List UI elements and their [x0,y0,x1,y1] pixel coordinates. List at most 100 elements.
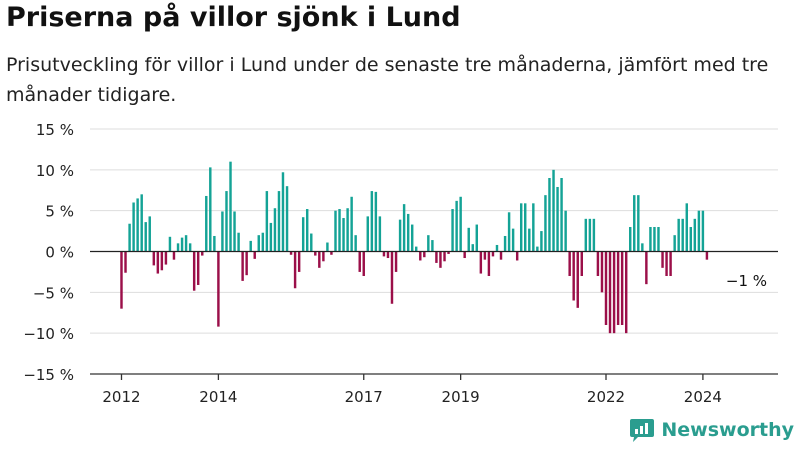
bar-positive [685,203,688,252]
x-tick-label: 2012 [102,388,140,406]
bar-negative [576,251,579,308]
bar-positive [188,243,192,252]
chart-title: Priserna på villor sjönk i Lund [6,2,461,33]
bar-positive [402,204,406,252]
bar-negative [600,251,604,293]
bar-negative [362,251,365,276]
bar-negative [515,251,519,261]
bar-positive [455,200,458,252]
bar-positive [310,233,313,252]
labels: 15 % 10 % 5 % 0 % −5 % −10 % −15 % 2012 2014 2017… [23,121,767,406]
bar-negative [499,251,503,260]
bar-positive [649,227,652,252]
bar-negative [297,251,301,272]
bar-positive [265,191,269,252]
bar-positive [213,235,216,252]
bar-positive [459,196,462,252]
bar-positive [657,227,660,252]
bar-positive [641,243,644,252]
latest-value-annotation: −1 % [726,272,767,290]
bar-negative [439,251,442,268]
bar-negative [608,251,612,334]
bar-positive [132,202,135,252]
bar-positive [681,218,684,252]
bar-positive [431,240,434,252]
bar-positive [229,161,232,252]
bar-positive [148,216,151,252]
bar-positive [451,209,454,252]
bar-positive [257,235,260,252]
bar-positive [471,244,474,252]
x-tick-label: 2024 [684,388,722,406]
y-tick-label: 0 % [45,244,74,262]
bar-positive [237,232,240,252]
bar-negative [669,251,672,276]
bar-positive [633,195,636,252]
axes [90,250,778,380]
bar-positive [334,210,337,252]
bar-negative [330,251,333,255]
bar-positive [475,224,478,252]
bar-negative [318,251,321,268]
bar-negative [394,251,398,272]
bar-negative [201,251,204,256]
bar-positive [338,209,341,252]
bar-negative [483,251,487,260]
bar-positive [507,212,511,252]
bar-positive [548,178,551,252]
bar-positive [301,217,305,252]
bar-negative [160,251,164,271]
bar-positive [144,222,147,252]
bar-positive [564,210,567,252]
newsworthy-logo: Newsworthy [629,416,794,444]
bar-negative [172,251,176,260]
y-tick-label: 5 % [45,203,74,221]
bar-negative [665,251,668,276]
bar-positive [180,237,184,252]
chart-subtitle: Prisutveckling för villor i Lund under d… [6,54,769,106]
bar-negative [604,251,608,325]
bar-positive [544,195,547,252]
bar-positive [249,240,252,252]
bar-positive [374,191,378,252]
bar-positive [285,186,289,252]
bar-positive [701,210,705,252]
bar-negative [322,251,325,262]
bar-negative [443,251,446,262]
bar-negative [661,251,664,268]
bar-positive [184,235,188,252]
bar-positive [532,203,535,252]
bar-positive [350,196,353,252]
bar-positive [342,218,345,252]
bar-positive [528,228,531,252]
bar-positive [503,235,507,252]
bar-positive [410,224,414,252]
bar-positive [467,227,470,252]
bar-positive [552,169,555,252]
bar-negative [419,251,422,261]
bar-negative [196,251,200,285]
bar-negative [447,251,450,254]
bar-positive [653,227,656,252]
bar-negative [217,251,220,327]
bar-positive [136,198,139,252]
bar-negative [616,251,620,325]
bar-negative [386,251,390,259]
x-tick-label: 2022 [587,388,625,406]
bar-positive [205,195,208,252]
bar-positive [261,232,265,252]
bar-positive [221,211,224,252]
bar-positive [673,235,676,252]
bar-positive [519,203,523,252]
bar-positive [168,236,172,252]
bar-positive [209,167,212,252]
bar-positive [269,222,273,252]
bar-positive [511,228,515,252]
bars [120,161,709,334]
bar-positive [584,218,588,252]
bar-positive [140,194,143,252]
bar-negative [435,251,438,263]
bar-negative [293,251,297,289]
bar-negative [164,251,168,265]
bar-negative [423,251,426,258]
